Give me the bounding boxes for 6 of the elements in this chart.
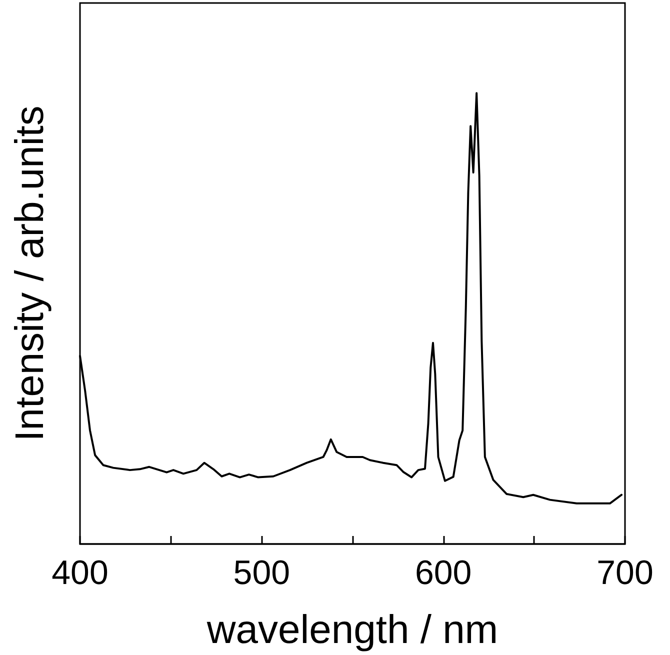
- x-tick-label: 700: [596, 554, 654, 592]
- x-tick-label: 400: [52, 554, 108, 592]
- y-axis-title: Intensity / arb.units: [8, 106, 52, 442]
- x-axis-title: wavelength / nm: [206, 608, 498, 652]
- x-tick-label: 500: [233, 554, 290, 592]
- x-tick-label: 600: [414, 554, 472, 592]
